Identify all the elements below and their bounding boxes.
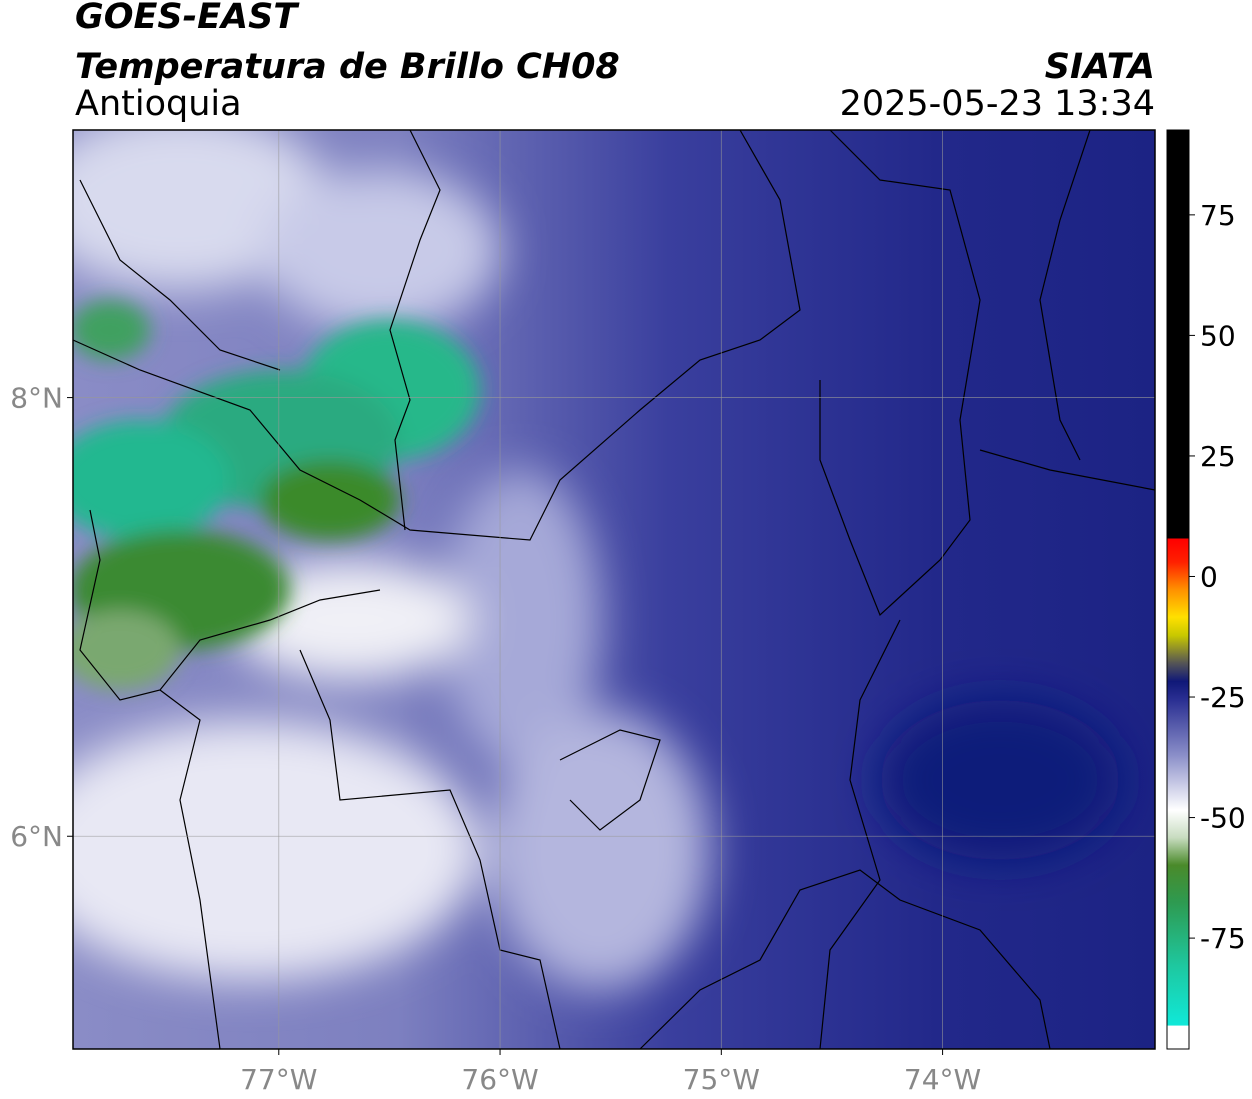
x-tick-label: 76°W xyxy=(461,1063,538,1096)
title: Temperatura de Brillo CH08 xyxy=(75,47,620,87)
agency: SIATA xyxy=(1045,47,1155,87)
y-tick-label: 8°N xyxy=(10,382,63,415)
colorbar-tick-label: 0 xyxy=(1200,560,1218,593)
region: Antioquia xyxy=(75,84,242,124)
colorbar-tick-label: 75 xyxy=(1200,199,1236,232)
x-tick-label: 75°W xyxy=(683,1063,760,1096)
colorbar-tick-label: -25 xyxy=(1200,681,1246,714)
colorbar-tick-label: -75 xyxy=(1200,922,1246,955)
colorbar-tick-label: -50 xyxy=(1200,802,1246,835)
header-line: GOES-EAST xyxy=(75,0,300,37)
colorbar-tick-label: 25 xyxy=(1200,440,1236,473)
colorbar-tick-label: 50 xyxy=(1200,319,1236,352)
grid xyxy=(73,130,1155,1049)
colorbar xyxy=(1166,129,1190,1050)
satellite-image xyxy=(73,130,1155,1049)
y-tick-label: 6°N xyxy=(10,820,63,853)
x-tick-label: 77°W xyxy=(240,1063,317,1096)
datetime: 2025-05-23 13:34 xyxy=(840,84,1155,124)
map-frame xyxy=(72,129,1156,1050)
x-tick-label: 74°W xyxy=(904,1063,981,1096)
